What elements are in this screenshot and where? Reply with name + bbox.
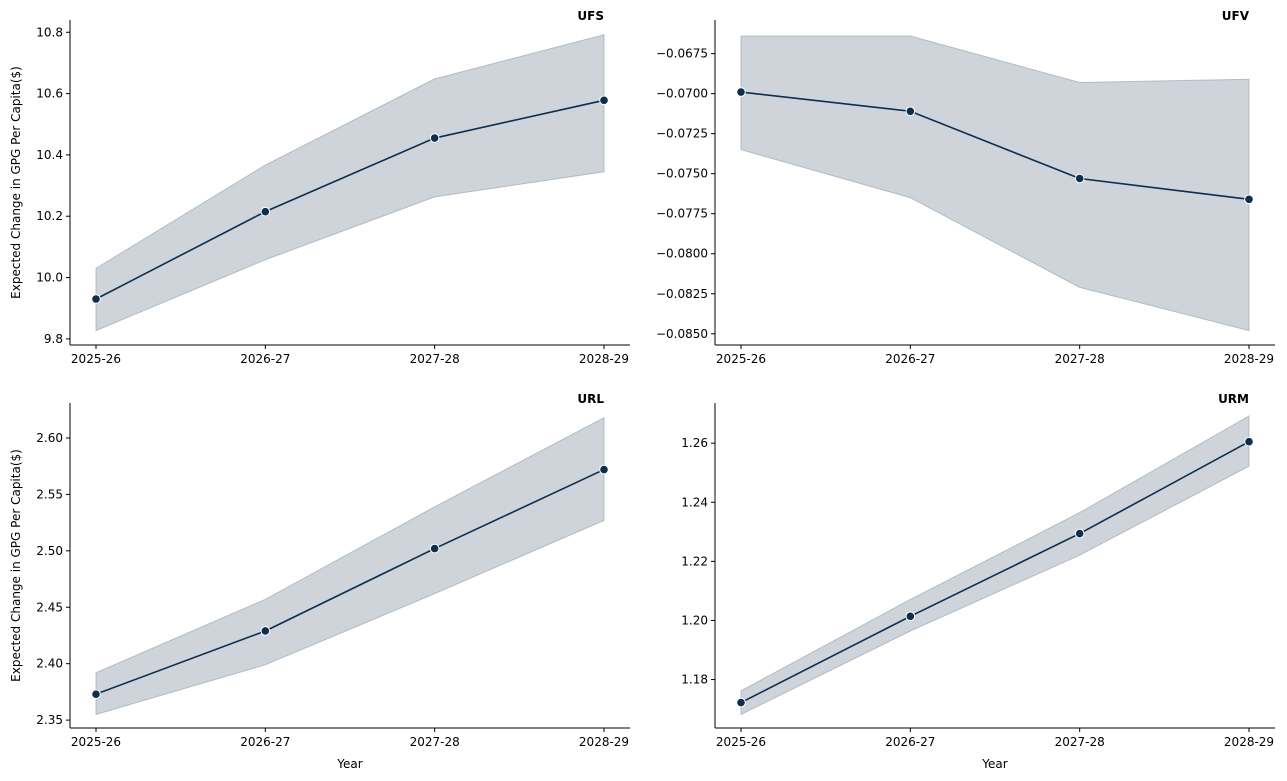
data-point (429, 543, 440, 554)
x-tick-label: 2028-29 (1224, 735, 1274, 749)
confidence-band (95, 416, 605, 716)
y-tick-label: 1.24 (681, 495, 708, 509)
data-point (91, 294, 101, 304)
y-tick-label: 10.2 (36, 209, 63, 223)
panel-title: URM (1218, 392, 1249, 406)
x-tick-label: 2028-29 (579, 735, 629, 749)
data-point (736, 87, 746, 97)
y-tick-label: 1.26 (681, 436, 708, 450)
x-tick-label: 2025-26 (71, 352, 121, 366)
y-tick-label: 2.50 (36, 544, 63, 558)
data-point (599, 464, 609, 475)
x-tick-label: 2027-28 (1055, 352, 1105, 366)
x-axis-label: Year (336, 757, 362, 771)
data-point (91, 689, 101, 699)
x-tick-label: 2027-28 (410, 352, 460, 366)
subplot-ufv: −0.0850 −0.0825 −0.0800 −0.0775 −0.0750 −0.07… (656, 9, 1275, 366)
panel-title: UFV (1222, 9, 1250, 23)
subplot-ufs: 9.8 10.0 10.2 10.4 10.6 10.8 2025-26 2026-27 202… (9, 9, 630, 366)
y-axis-label: Expected Change in GPG Per Capita($) (9, 449, 23, 682)
y-tick-label: −0.0825 (656, 287, 708, 301)
y-tick-label: 1.18 (681, 673, 708, 687)
y-tick-label: 2.35 (36, 713, 63, 727)
y-tick-label: 10.0 (36, 271, 63, 285)
x-axis-label: Year (981, 757, 1007, 771)
data-point (1074, 173, 1085, 184)
x-tick-label: 2027-28 (1055, 735, 1105, 749)
x-tick-label: 2027-28 (410, 735, 460, 749)
x-tick-label: 2026-27 (885, 352, 935, 366)
y-axis-label: Expected Change in GPG Per Capita($) (9, 66, 23, 299)
data-point (260, 626, 271, 636)
x-tick-label: 2025-26 (716, 735, 766, 749)
data-point (1074, 528, 1085, 539)
x-tick-label: 2025-26 (716, 352, 766, 366)
y-tick-label: 9.8 (44, 332, 63, 346)
y-tick-label: 1.20 (681, 613, 708, 627)
x-tick-label: 2026-27 (885, 735, 935, 749)
subplot-url: 2.35 2.40 2.45 2.50 2.55 2.60 2025-26 2026-27 20… (9, 392, 630, 771)
y-tick-label: −0.0775 (656, 207, 708, 221)
data-point (599, 95, 609, 106)
y-tick-label: −0.0675 (656, 47, 708, 61)
series-line (740, 441, 1250, 704)
y-tick-label: 1.22 (681, 554, 708, 568)
x-tick-label: 2028-29 (579, 352, 629, 366)
y-tick-label: 10.8 (36, 25, 63, 39)
data-point (905, 106, 916, 117)
x-tick-label: 2028-29 (1224, 352, 1274, 366)
x-tick-label: 2026-27 (240, 735, 290, 749)
data-point (1244, 436, 1254, 447)
y-tick-label: 2.55 (36, 487, 63, 501)
y-tick-label: 2.40 (36, 657, 63, 671)
y-tick-label: −0.0700 (656, 87, 708, 101)
data-point (429, 133, 440, 143)
panel-title: URL (577, 392, 604, 406)
x-tick-label: 2025-26 (71, 735, 121, 749)
confidence-band (95, 34, 605, 332)
confidence-band (740, 415, 1250, 716)
y-tick-label: 2.45 (36, 600, 63, 614)
series-line (95, 468, 605, 695)
data-point (1244, 194, 1254, 205)
y-tick-label: 10.4 (36, 148, 63, 162)
y-tick-label: −0.0850 (656, 327, 708, 341)
data-point (260, 206, 271, 217)
y-tick-label: 10.6 (36, 87, 63, 101)
subplot-urm: 1.18 1.20 1.22 1.24 1.26 2025-26 2026-27 2027-2… (681, 392, 1275, 771)
series-line (740, 91, 1250, 201)
y-tick-label: −0.0800 (656, 247, 708, 261)
y-tick-label: −0.0725 (656, 127, 708, 141)
confidence-band (740, 35, 1250, 332)
y-tick-label: −0.0750 (656, 167, 708, 181)
panel-title: UFS (577, 9, 604, 23)
data-point (736, 697, 746, 708)
x-tick-label: 2026-27 (240, 352, 290, 366)
series-line (95, 99, 605, 300)
data-point (905, 611, 916, 622)
y-tick-label: 2.60 (36, 431, 63, 445)
